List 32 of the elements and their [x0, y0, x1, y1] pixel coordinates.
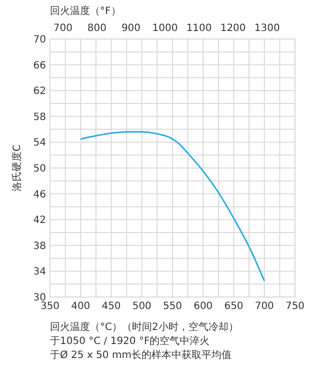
y-tick-label: 58: [33, 112, 46, 123]
x2-tick-label: 900: [121, 23, 141, 34]
x-tick-label: 350: [40, 301, 60, 312]
y-tick-label: 70: [33, 34, 46, 46]
x2-tick-label: 1000: [152, 23, 178, 34]
x-tick-label: 450: [102, 301, 121, 312]
y-tick-label: 42: [33, 215, 46, 226]
x-tick-label: 700: [254, 301, 274, 312]
y-tick-label: 38: [33, 240, 46, 252]
x-tick-label: 750: [285, 301, 305, 312]
x2-tick-label: 1300: [254, 23, 280, 34]
text: 于1050 °C / 1920 °F的空气中淬火: [50, 335, 210, 347]
y-tick-label: 62: [33, 86, 46, 98]
x-tick-label: 400: [71, 301, 90, 312]
x-tick-label: 650: [224, 301, 244, 312]
y-tick-label: 50: [33, 164, 46, 174]
y-tick-label: 54: [33, 138, 46, 149]
y-tick-label: 66: [33, 60, 46, 72]
text: 于Ø 25 x 50 mm长的样本中获取平均值: [50, 349, 232, 361]
x-tick-label: 550: [162, 301, 182, 312]
x2-axis-title: 回火温度（°F）: [50, 5, 121, 17]
x2-tick-label: 1200: [220, 23, 246, 34]
x2-tick-label: 1100: [186, 23, 212, 34]
y-tick-label: 34: [33, 266, 46, 278]
line-series: [80, 131, 266, 282]
x-tick-label: 600: [194, 301, 213, 312]
x2-tick-label: 800: [87, 23, 107, 34]
x-tick-label: 500: [132, 301, 152, 312]
x2-tick-label: 700: [53, 23, 72, 34]
y-tick-label: 46: [33, 189, 46, 200]
y-axis-title: 洛氏硬度C: [11, 144, 23, 192]
x-axis-title: 回火温度（°C）（时间2小时，空气冷却）: [50, 321, 238, 333]
